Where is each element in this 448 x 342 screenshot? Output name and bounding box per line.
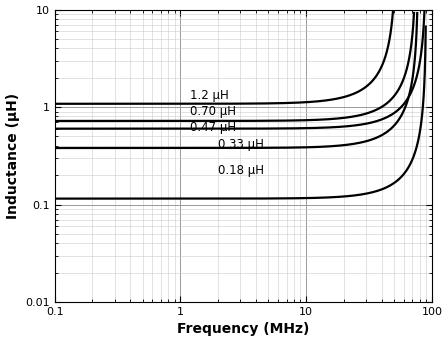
Text: 0.70 μH: 0.70 μH: [190, 105, 237, 118]
Y-axis label: Inductance (μH): Inductance (μH): [5, 93, 20, 219]
Text: 0.47 μH: 0.47 μH: [190, 121, 237, 134]
Text: 0.18 μH: 0.18 μH: [218, 164, 264, 177]
Text: 1.2 μH: 1.2 μH: [190, 89, 229, 102]
X-axis label: Frequency (MHz): Frequency (MHz): [177, 323, 310, 337]
Text: 0.33 μH: 0.33 μH: [218, 138, 264, 151]
